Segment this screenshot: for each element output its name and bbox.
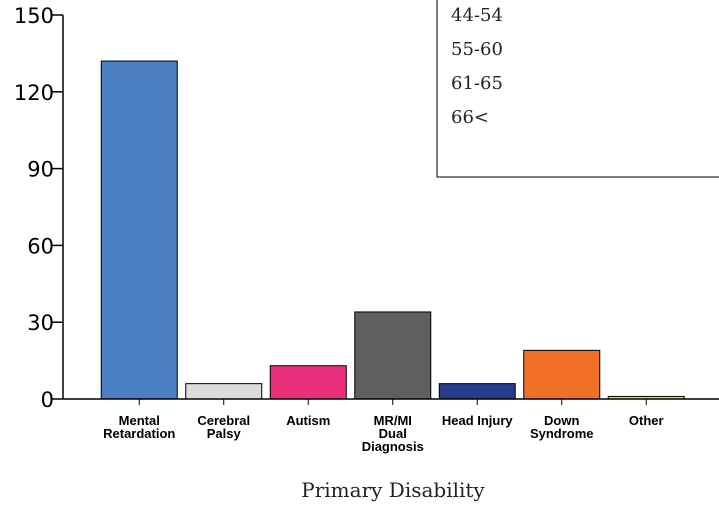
x-tick-label: Head Injury xyxy=(442,413,514,428)
bar xyxy=(185,383,263,400)
bar xyxy=(354,311,432,400)
y-tick-label: 60 xyxy=(27,234,54,258)
bar xyxy=(100,60,178,400)
legend: 44-54 55-60 61-65 66< xyxy=(436,0,719,178)
legend-entry: 55-60 xyxy=(451,39,503,60)
legend-entry: 61-65 xyxy=(451,73,503,94)
bar xyxy=(438,383,516,400)
x-tick-label: Cerebral xyxy=(197,413,250,428)
x-tick-label: Other xyxy=(629,413,664,428)
y-tick-label: 30 xyxy=(27,311,54,335)
legend-entry: 66< xyxy=(451,107,489,128)
x-tick-label: Palsy xyxy=(207,426,242,441)
y-tick-label: 120 xyxy=(14,81,54,105)
y-tick-label: 0 xyxy=(41,388,54,412)
y-tick-label: 90 xyxy=(27,158,54,182)
x-tick-label: Autism xyxy=(286,413,330,428)
x-tick-label: Retardation xyxy=(103,426,175,441)
legend-entry: 44-54 xyxy=(451,5,503,26)
bars xyxy=(100,60,685,400)
legend-box xyxy=(436,0,719,178)
y-tick-label: 150 xyxy=(14,4,54,28)
bar xyxy=(523,349,601,400)
x-tick-label: Mental xyxy=(119,413,160,428)
x-tick-label: MR/MI xyxy=(374,413,412,428)
y-axis: 0 30 60 90 120 150 xyxy=(14,4,64,412)
x-tick-label: Dual xyxy=(379,426,407,441)
bar xyxy=(269,365,347,400)
x-axis-title: Primary Disability xyxy=(301,478,485,502)
x-tick-label: Diagnosis xyxy=(362,439,424,454)
x-tick-label: Down xyxy=(544,413,579,428)
x-tick-label: Syndrome xyxy=(530,426,594,441)
